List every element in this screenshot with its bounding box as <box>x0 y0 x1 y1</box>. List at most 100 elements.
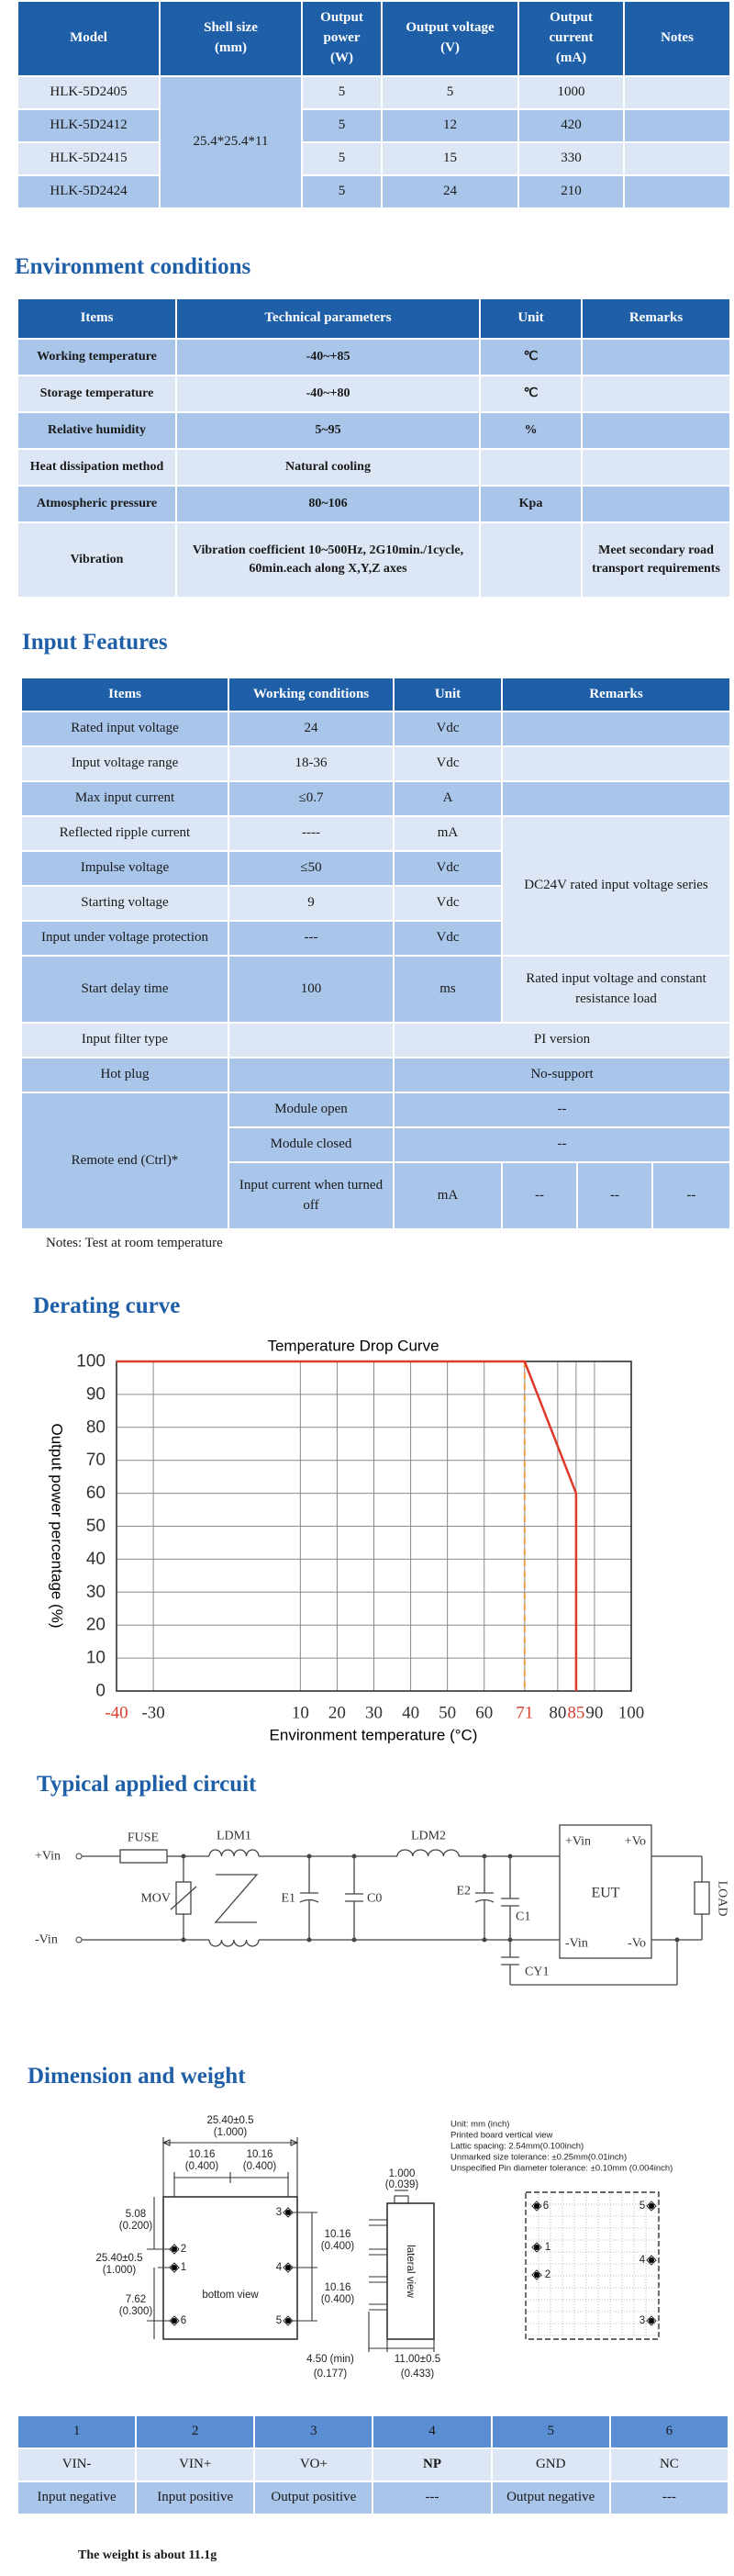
pin-marker <box>531 2242 542 2253</box>
table-cell <box>479 448 583 487</box>
label: (0.400) <box>321 2294 355 2305</box>
table-cell: 80~106 <box>175 485 481 523</box>
header-cell: Items <box>20 677 229 712</box>
table-cell: 18-36 <box>228 745 395 782</box>
table-cell: ℃ <box>479 338 583 376</box>
y-tick-label: 10 <box>86 1649 106 1668</box>
table-cell <box>581 411 731 450</box>
label: bottom view <box>202 2290 259 2301</box>
pin-label: 1 <box>545 2242 550 2253</box>
table-cell: GND <box>490 2447 611 2482</box>
table-cell: Output positive <box>253 2481 374 2515</box>
x-tick-label: -40 <box>105 1704 128 1723</box>
table-cell: VO+ <box>253 2447 374 2482</box>
table-cell: PI version <box>392 1022 732 1058</box>
table-cell: VIN- <box>16 2447 138 2482</box>
label: 25.40±0.5 <box>95 2253 142 2264</box>
circuit-label: E1 <box>281 1892 295 1906</box>
y-tick-label: 30 <box>86 1583 106 1602</box>
circuit-label: -Vin <box>565 1937 588 1951</box>
environment-table: Items Technical parameters Unit Remarks Wor… <box>17 297 731 599</box>
pin-marker <box>649 2257 654 2263</box>
table-row: Remote end (Ctrl)* Module open -- <box>20 1092 732 1230</box>
section-title: Dimension and weight <box>28 2064 246 2089</box>
drawing-shape <box>181 1854 186 1859</box>
header-cell: Output power (W) <box>320 10 363 65</box>
drawing-shape <box>161 2139 299 2146</box>
drawing-shape <box>181 1937 186 1943</box>
pin-marker <box>169 2315 180 2326</box>
y-tick-label: 50 <box>86 1517 106 1536</box>
table-cell: ≤50 <box>228 850 395 887</box>
table-cell: No-support <box>392 1057 732 1093</box>
pin-marker <box>285 2318 291 2324</box>
table-row: Rated input voltage 24 Vdc <box>20 711 732 747</box>
pin-marker <box>534 2245 539 2250</box>
table-cell: 15 <box>381 141 519 176</box>
table-cell: 24 <box>381 174 519 209</box>
circuit-label: LOAD <box>716 1881 729 1917</box>
x-tick-label: 10 <box>292 1704 309 1723</box>
table-cell: -- <box>651 1161 732 1230</box>
table-cell: 3 <box>253 2414 374 2449</box>
table-row: Vibration Vibration coefficient 10~500Hz,… <box>17 521 731 599</box>
table-cell: Rated input voltage <box>20 711 229 747</box>
table-cell: Input negative <box>16 2481 138 2515</box>
x-tick-label: 30 <box>365 1704 383 1723</box>
table-cell <box>581 485 731 523</box>
pin-label: 5 <box>276 2315 282 2326</box>
table-row: Input negative Input positive Output posit… <box>16 2481 730 2515</box>
x-tick-label: -30 <box>141 1704 164 1723</box>
table-cell: Working temperature <box>17 338 177 376</box>
header-cell: Items <box>17 297 177 340</box>
pin-label: 4 <box>639 2255 646 2266</box>
header-cell: Output current (mA) <box>517 0 625 77</box>
dimension-note: Printed board vertical view <box>450 2131 553 2141</box>
header-cell: Model <box>70 30 107 46</box>
table-cell: A <box>393 780 503 817</box>
table-cell <box>623 75 731 110</box>
table-cell: -- <box>501 1161 578 1230</box>
table-cell: 9 <box>228 885 395 922</box>
dimension-note: Unit: mm (inch) <box>450 2120 509 2130</box>
table-cell <box>623 108 731 143</box>
circuit-label: E2 <box>456 1885 471 1898</box>
table-row: Input voltage range 18-36 Vdc <box>20 745 732 782</box>
table-cell: NC <box>608 2447 730 2482</box>
table-cell: Rated input voltage and constant resista… <box>500 955 732 1024</box>
table-row: Relative humidity 5~95% <box>17 411 731 450</box>
table-row: Input under voltage protection --- Vdc <box>20 920 730 957</box>
table-cell: 100 <box>228 955 395 1024</box>
dimension-note: Lattic spacing: 2.54mm(0.100inch) <box>450 2142 584 2152</box>
circuit-label: CY1 <box>525 1966 549 1979</box>
table-cell: Input filter type <box>20 1022 229 1058</box>
table-row: HLK-5D2415 5 15 330 <box>17 141 731 176</box>
label: (1.000) <box>103 2265 137 2276</box>
table-cell: Start delay time <box>20 955 229 1024</box>
label: (0.433) <box>401 2369 435 2380</box>
drawing-shape <box>482 1854 487 1859</box>
note: Notes: Test at room temperature <box>46 1236 223 1250</box>
drawing-shape <box>214 1874 259 1923</box>
pin-marker <box>285 2265 291 2270</box>
table-row: Start delay time 100 ms Rated input voltage… <box>20 955 732 1024</box>
table-cell: 210 <box>517 174 625 209</box>
table-row: Max input current ≤0.7 A <box>20 780 732 817</box>
circuit-label: EUT <box>591 1886 619 1901</box>
table-cell: ≤0.7 <box>228 780 395 817</box>
y-tick-label: 70 <box>86 1450 106 1470</box>
table-cell: HLK-5D2412 <box>17 108 161 143</box>
table-cell <box>228 1057 395 1093</box>
y-axis-label: Output power percentage (%) <box>49 1423 66 1628</box>
table-row: Atmospheric pressure 80~106 Kpa <box>17 485 731 523</box>
y-tick-label: 20 <box>86 1616 106 1635</box>
table-cell: Natural cooling <box>175 448 481 487</box>
label: (0.400) <box>243 2161 277 2172</box>
table-cell: HLK-5D2415 <box>17 141 161 176</box>
table-cell: 1 <box>16 2414 138 2449</box>
table-row: Module closed -- <box>21 1126 732 1163</box>
label: (0.400) <box>321 2241 355 2252</box>
table-cell: Impulse voltage <box>20 850 229 887</box>
header-cell: Working conditions <box>228 677 395 712</box>
